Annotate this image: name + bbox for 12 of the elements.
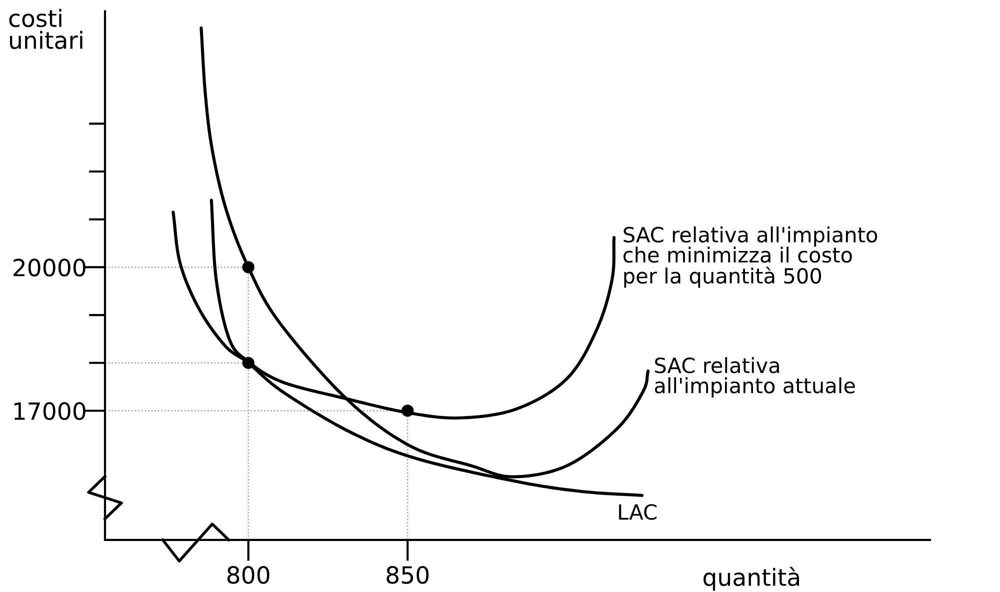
x-tick-label: 850 bbox=[386, 566, 429, 584]
series-label: SAC relativa all'impianto attuale bbox=[654, 357, 855, 398]
x-axis-title: quantità bbox=[704, 566, 800, 591]
series-label: LAC bbox=[619, 504, 656, 520]
y-axis-title: costi unitari bbox=[9, 8, 82, 50]
series-label: SAC relativa all'impianto che minimizza il costo per la quantità 500 bbox=[624, 226, 878, 288]
x-tick-label: 800 bbox=[227, 566, 270, 584]
point bbox=[242, 356, 254, 369]
point bbox=[402, 404, 414, 417]
y-tick-label: 20000 bbox=[14, 258, 86, 277]
y-tick-label: 17000 bbox=[14, 402, 86, 420]
point bbox=[242, 261, 254, 274]
